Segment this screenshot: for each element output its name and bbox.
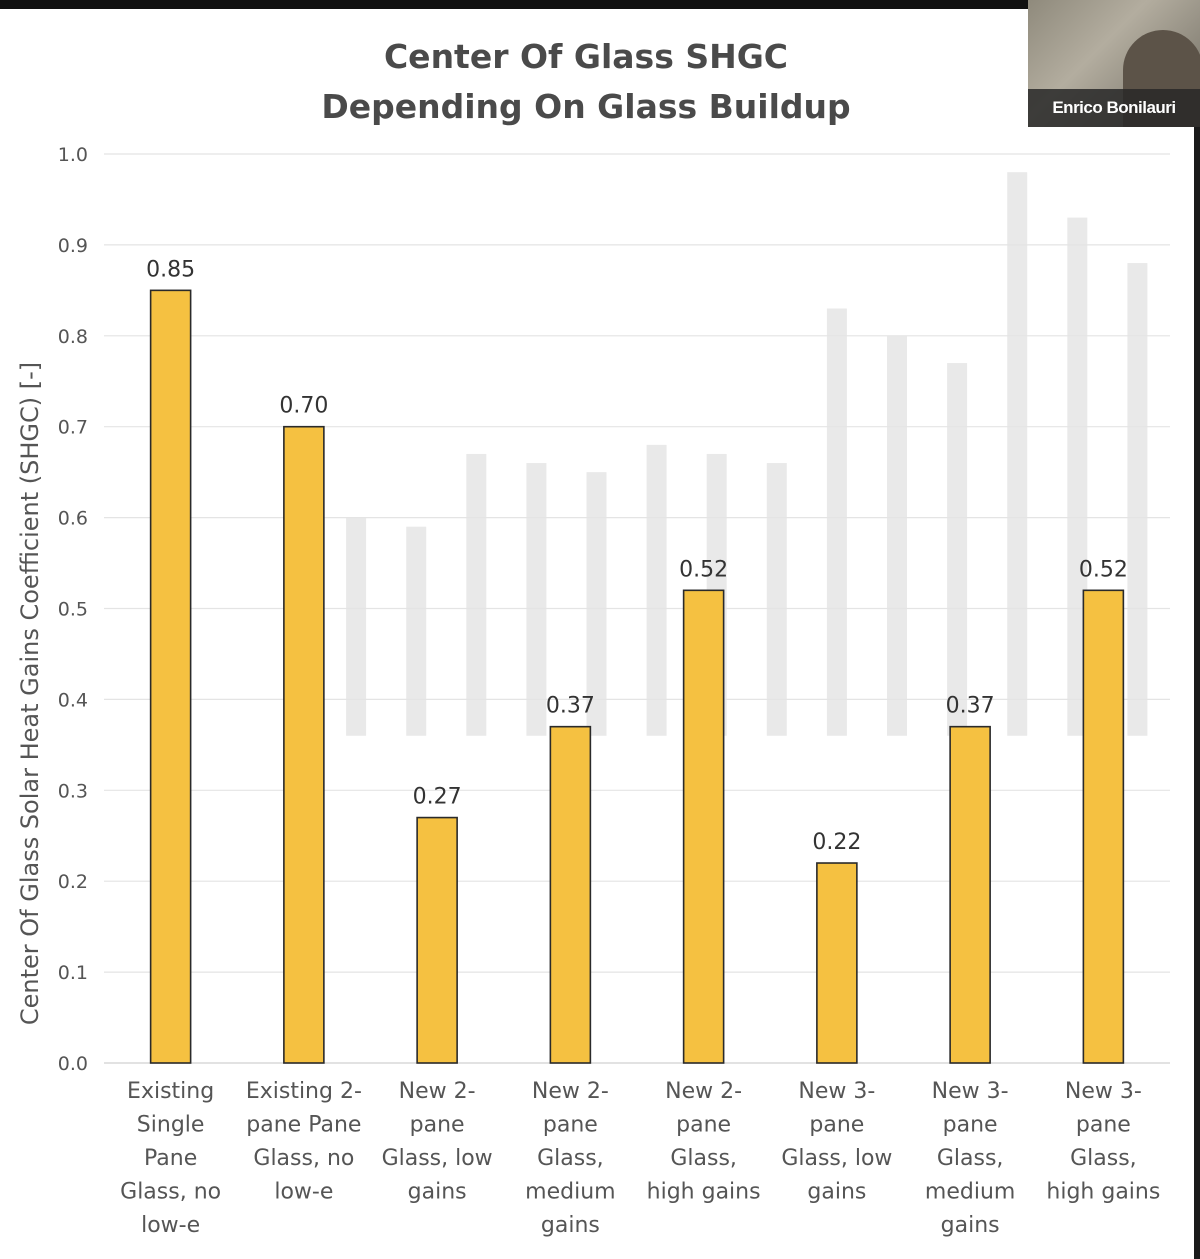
chart-title-line-1: Center Of Glass SHGC [383, 37, 789, 76]
bar-value-label: 0.27 [413, 785, 462, 810]
background-ghost-bar [887, 335, 907, 736]
x-tick-label: gains [941, 1213, 1000, 1238]
bar-value-label: 0.52 [679, 557, 728, 582]
x-tick-label: New 2- [532, 1079, 609, 1104]
x-tick-label: New 3- [798, 1079, 875, 1104]
x-tick-label: gains [541, 1213, 600, 1238]
y-tick-label: 0.9 [58, 235, 88, 257]
bar [549, 725, 592, 1064]
x-tick-label: low-e [141, 1213, 200, 1238]
x-tick-label: pane [943, 1113, 998, 1138]
x-tick-label: pane Pane [246, 1113, 361, 1138]
x-tick-label: medium [525, 1180, 615, 1205]
x-tick-label: Glass, no [253, 1146, 354, 1171]
y-tick-label: 0.8 [58, 326, 88, 348]
chart-title-line-2: Depending On Glass Buildup [321, 87, 851, 126]
background-ghost-bar [1127, 263, 1148, 736]
participant-name: Enrico Bonilauri [1028, 89, 1200, 127]
x-tick-label: New 2- [399, 1079, 476, 1104]
y-tick-label: 0.1 [58, 962, 88, 984]
y-tick-label: 1.0 [58, 144, 88, 166]
x-tick-label: pane [410, 1113, 465, 1138]
x-tick-label: Glass, no [120, 1180, 221, 1205]
bar-value-label: 0.37 [946, 694, 995, 719]
y-tick-label: 0.7 [58, 417, 88, 439]
bar [416, 816, 458, 1064]
x-tick-label: Glass, [1070, 1146, 1137, 1171]
bar-value-label: 0.70 [279, 394, 328, 419]
x-tick-label: Glass, low [781, 1146, 892, 1171]
bar [283, 425, 325, 1064]
y-tick-label: 0.3 [58, 780, 88, 802]
y-tick-label: 0.2 [58, 871, 88, 893]
x-tick-label: Glass, low [382, 1146, 493, 1171]
x-tick-label: pane [1076, 1113, 1131, 1138]
x-tick-label: gains [807, 1180, 866, 1205]
bar [949, 725, 991, 1064]
x-tick-label: Glass, [937, 1146, 1004, 1171]
bar [149, 289, 192, 1064]
x-tick-label: Pane [144, 1146, 197, 1171]
webcam-thumbnail[interactable]: Enrico Bonilauri [1028, 0, 1200, 127]
bar-value-label: 0.85 [146, 257, 195, 282]
y-axis-label: Center Of Glass Solar Heat Gains Coeffic… [16, 362, 44, 1025]
x-tick-label: low-e [274, 1180, 333, 1205]
background-ghost-bar [526, 463, 547, 736]
x-tick-label: high gains [1046, 1180, 1160, 1205]
x-tick-label: pane [809, 1113, 864, 1138]
background-ghost-bar [766, 463, 787, 736]
background-ghost-bar [646, 444, 667, 736]
bar [816, 862, 858, 1064]
top-window-strip [0, 0, 1200, 9]
x-tick-label: gains [408, 1180, 467, 1205]
x-tick-label: Existing [127, 1079, 214, 1104]
y-tick-label: 0.4 [58, 689, 88, 711]
background-ghost-bar [826, 308, 847, 736]
background-ghost-bar [1007, 172, 1028, 736]
x-tick-label: New 2- [665, 1079, 742, 1104]
x-tick-label: pane [676, 1113, 731, 1138]
bar-value-label: 0.52 [1079, 557, 1128, 582]
x-tick-label: Single [137, 1113, 205, 1138]
background-ghost-bar [346, 517, 367, 736]
x-tick-label: Glass, [670, 1146, 737, 1171]
x-tick-label: high gains [647, 1180, 761, 1205]
background-ghost-bar [466, 453, 487, 736]
x-tick-label: Glass, [537, 1146, 604, 1171]
x-tick-label: Existing 2- [246, 1079, 362, 1104]
bar-value-label: 0.37 [546, 694, 595, 719]
x-tick-label: medium [925, 1180, 1015, 1205]
x-tick-label: New 3- [1065, 1079, 1142, 1104]
right-window-edge [1194, 0, 1200, 1259]
bar [682, 589, 725, 1064]
y-tick-label: 0.0 [58, 1053, 88, 1075]
background-ghost-bar [1067, 217, 1088, 736]
x-tick-label: New 3- [932, 1079, 1009, 1104]
bar-value-label: 0.22 [812, 830, 861, 855]
y-tick-label: 0.5 [58, 599, 88, 621]
background-ghost-bar [586, 472, 607, 736]
chart-title: Center Of Glass SHGC Depending On Glass … [0, 32, 1172, 132]
y-tick-label: 0.6 [58, 508, 88, 530]
background-ghost-bar [406, 526, 427, 736]
x-tick-label: pane [543, 1113, 598, 1138]
bar [1082, 589, 1125, 1064]
background-ghost-bar [947, 363, 968, 736]
